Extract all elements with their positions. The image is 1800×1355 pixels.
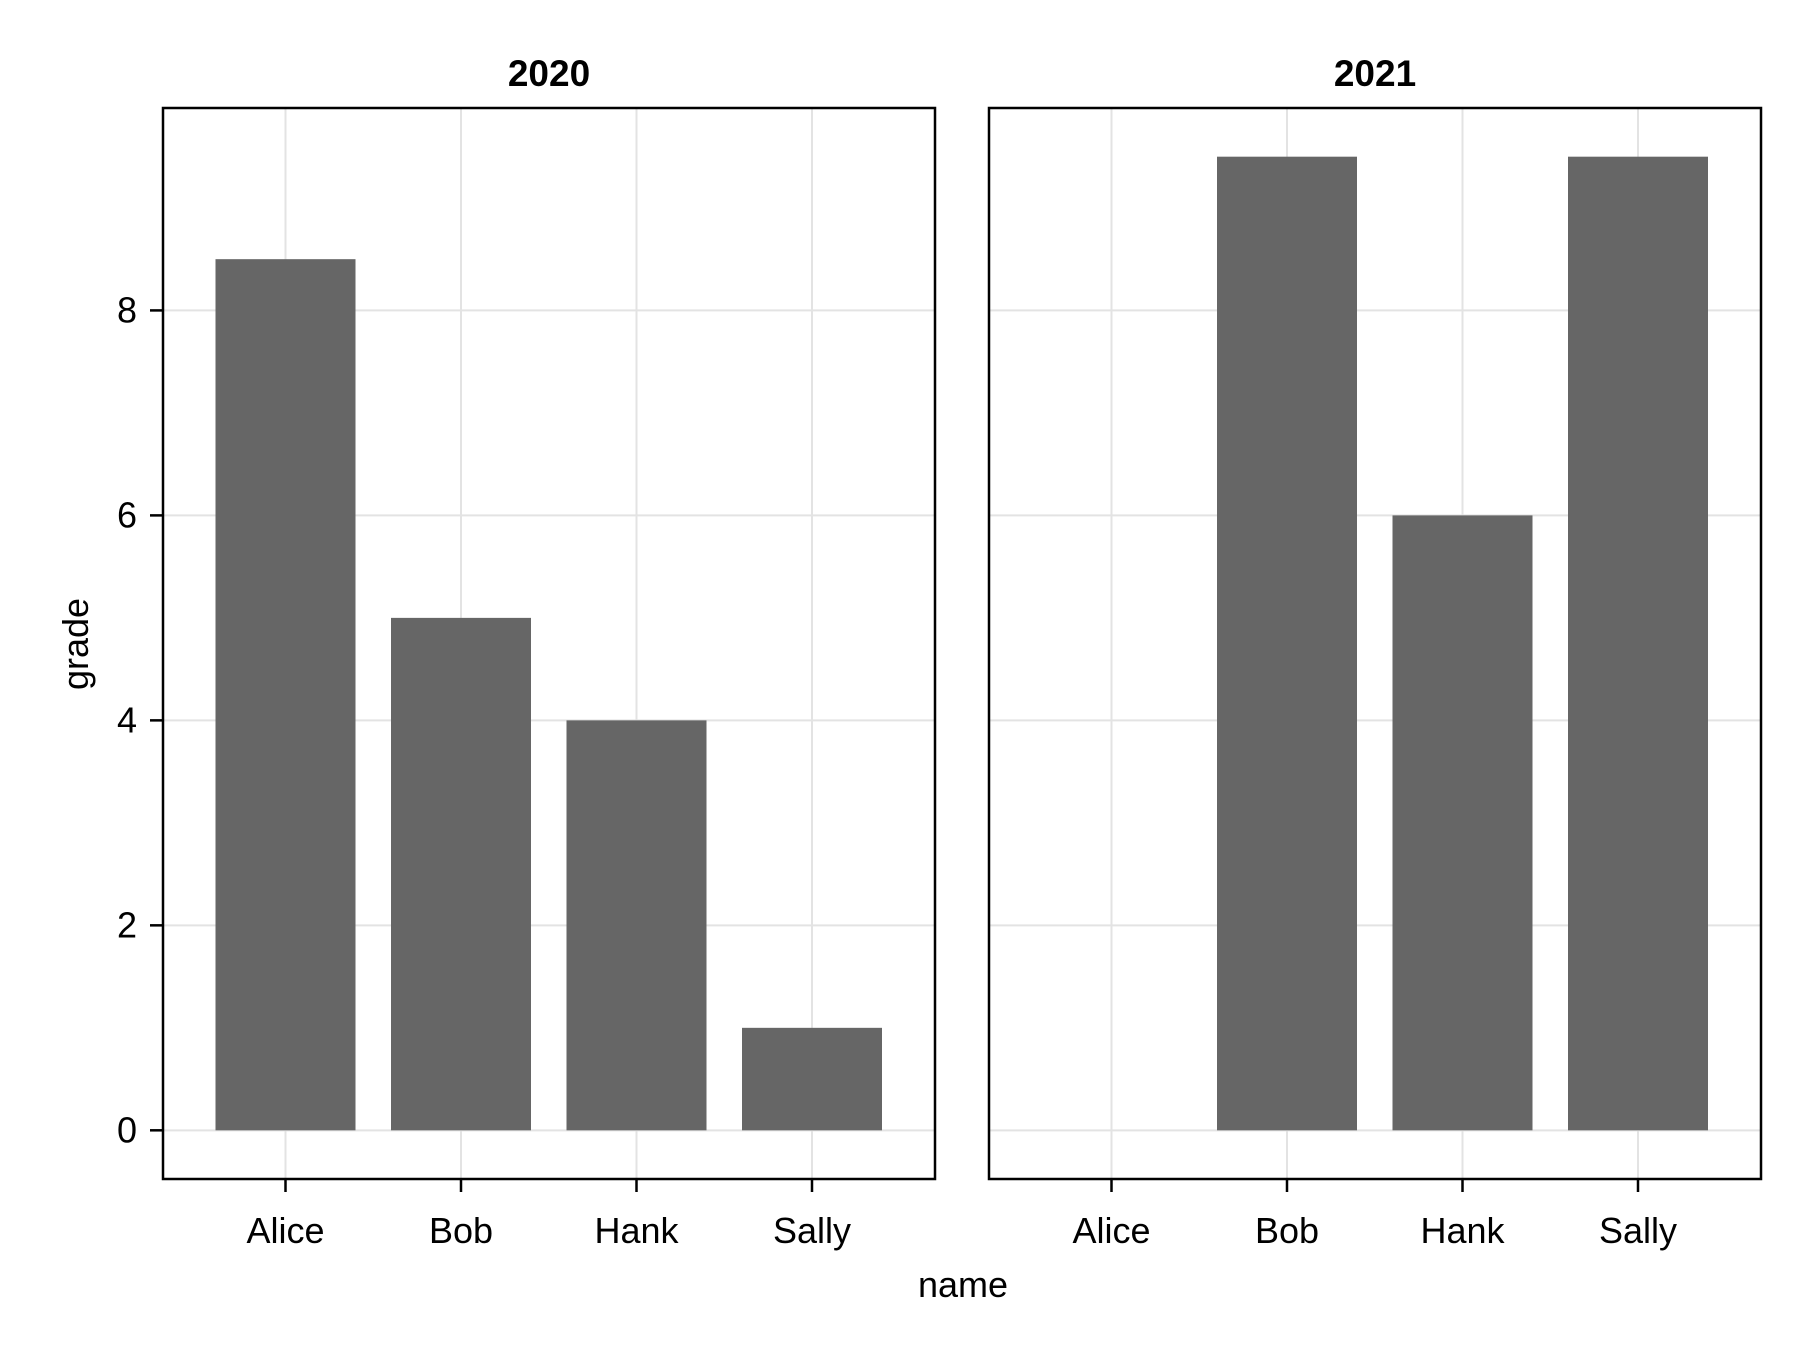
y-tick-label: 2: [117, 904, 137, 945]
x-tick-label: Bob: [429, 1210, 493, 1251]
y-tick-label: 4: [117, 699, 137, 740]
x-tick-label: Alice: [1072, 1210, 1150, 1251]
bar-2020-Hank: [566, 720, 707, 1131]
panel-title: 2020: [508, 53, 590, 94]
bar-2020-Sally: [742, 1027, 882, 1131]
bar-2021-Sally: [1568, 156, 1708, 1131]
panel-frame: [987, 106, 1763, 1181]
panel-2020: Alice Bob Hank Sally 2020 0 2 4 6 8: [117, 53, 937, 1251]
y-axis-label: grade: [55, 598, 96, 690]
y-tick-label: 6: [117, 494, 137, 535]
x-tick-label: Hank: [594, 1210, 679, 1251]
bar-2021-Bob: [1217, 156, 1357, 1131]
bar-2020-Alice: [215, 259, 356, 1131]
bar-2020-Bob: [391, 617, 531, 1131]
panel-frame: [161, 106, 937, 1181]
x-tick-label: Bob: [1255, 1210, 1319, 1251]
bar-2021-Hank: [1392, 515, 1533, 1131]
x-tick-label: Sally: [1599, 1210, 1677, 1251]
x-tick-label: Hank: [1420, 1210, 1505, 1251]
x-tick-label: Alice: [246, 1210, 324, 1251]
y-tick-label: 8: [117, 289, 137, 330]
x-axis-label: name: [918, 1264, 1008, 1305]
panel-title: 2021: [1334, 53, 1416, 94]
x-tick-label: Sally: [773, 1210, 851, 1251]
y-tick-label: 0: [117, 1109, 137, 1150]
panel-2021: Alice Bob Hank Sally 2021: [987, 53, 1763, 1251]
